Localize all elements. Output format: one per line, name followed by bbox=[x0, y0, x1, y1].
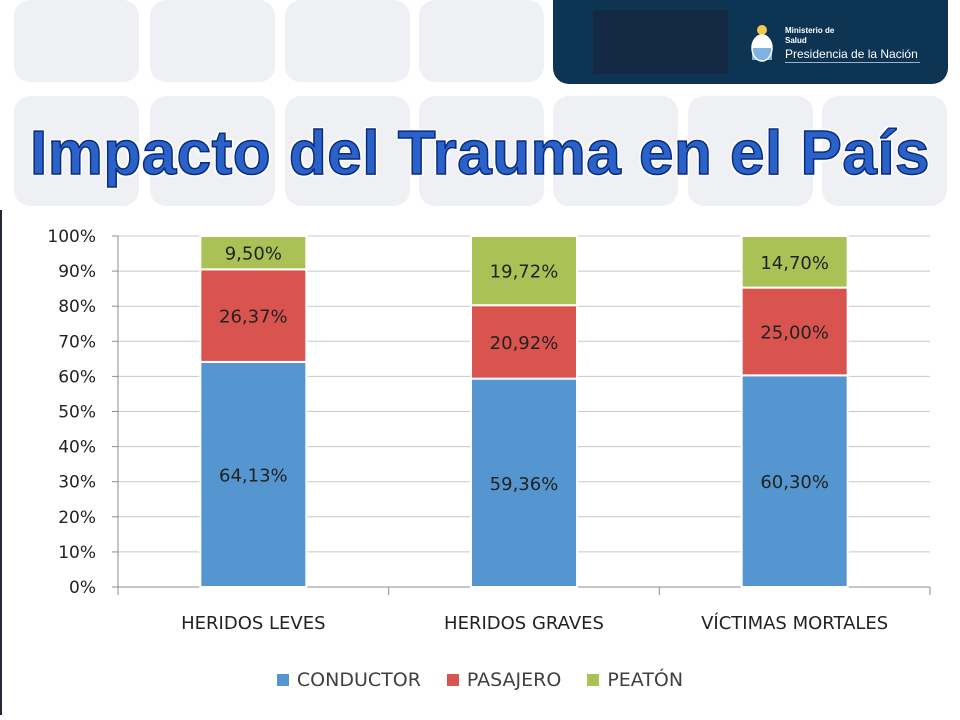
y-tick-label: 30% bbox=[58, 473, 96, 493]
data-label-conductor: 59,36% bbox=[490, 474, 559, 495]
legend-item-pasajero: PASAJERO bbox=[446, 669, 562, 691]
legend-item-conductor: CONDUCTOR bbox=[276, 669, 421, 691]
y-tick-label: 90% bbox=[58, 262, 96, 282]
y-tick-label: 50% bbox=[58, 403, 96, 423]
x-category-label: HERIDOS GRAVES bbox=[444, 613, 604, 634]
legend-item-peaton: PEATÓN bbox=[587, 669, 683, 691]
legend-label-peaton: PEATÓN bbox=[607, 669, 684, 691]
y-tick-label: 60% bbox=[58, 367, 96, 387]
data-label-conductor: 64,13% bbox=[219, 465, 288, 486]
y-tick-label: 70% bbox=[58, 332, 96, 352]
background-tile bbox=[14, 0, 139, 82]
y-tick-label: 80% bbox=[58, 297, 96, 317]
bar-segment-conductor bbox=[470, 377, 578, 588]
x-category-label: VÍCTIMAS MORTALES bbox=[701, 612, 888, 634]
bar-segment-conductor bbox=[199, 360, 308, 588]
x-category-label: HERIDOS LEVES bbox=[181, 613, 325, 634]
ministry-header: Ministerio de Salud Presidencia de la Na… bbox=[553, 0, 948, 84]
data-label-pasajero: 20,92% bbox=[490, 333, 559, 354]
chart-legend: CONDUCTOR PASAJERO PEATÓN bbox=[0, 665, 960, 695]
bar-segment-pasajero bbox=[470, 304, 578, 380]
bar-segment-peaton bbox=[199, 235, 308, 271]
y-tick-label: 40% bbox=[58, 438, 96, 458]
ministry-line1: Ministerio de bbox=[785, 26, 835, 35]
y-tick-label: 0% bbox=[69, 578, 96, 598]
legend-swatch-peaton bbox=[587, 674, 600, 686]
legend-swatch-pasajero bbox=[446, 674, 459, 686]
y-tick-label: 20% bbox=[58, 508, 96, 528]
background-tile bbox=[822, 96, 947, 206]
background-tile bbox=[150, 0, 275, 82]
background-tile bbox=[14, 96, 139, 206]
y-tick-label: 10% bbox=[58, 543, 96, 563]
background-tile bbox=[285, 0, 410, 82]
background-tile bbox=[553, 96, 678, 206]
background-tile bbox=[419, 96, 544, 206]
y-tick-label: 100% bbox=[47, 227, 96, 247]
data-label-peaton: 19,72% bbox=[490, 262, 559, 283]
bar-segment-conductor bbox=[740, 374, 849, 588]
bar-segment-peaton bbox=[470, 235, 578, 307]
page-title: Impacto del Trauma en el País bbox=[29, 118, 931, 189]
legend-label-pasajero: PASAJERO bbox=[466, 669, 562, 691]
national-seal-icon bbox=[751, 25, 773, 62]
data-label-pasajero: 26,37% bbox=[219, 307, 288, 328]
ministry-line2: Salud bbox=[785, 36, 807, 45]
background-tile bbox=[150, 96, 275, 206]
data-label-peaton: 9,50% bbox=[225, 244, 282, 265]
bar-segment-pasajero bbox=[740, 286, 849, 377]
bar-segment-pasajero bbox=[199, 268, 308, 363]
background-tile bbox=[285, 96, 410, 206]
ministry-line3: Presidencia de la Nación bbox=[785, 47, 920, 63]
legend-label-conductor: CONDUCTOR bbox=[296, 669, 421, 691]
background-tile bbox=[688, 96, 813, 206]
background-tile bbox=[419, 0, 544, 82]
ministry-logo-text: Ministerio de Salud Presidencia de la Na… bbox=[785, 26, 920, 63]
header-dark-block bbox=[593, 10, 728, 74]
data-label-conductor: 60,30% bbox=[760, 472, 829, 493]
bar-segment-peaton bbox=[740, 235, 849, 289]
data-label-pasajero: 25,00% bbox=[760, 322, 829, 343]
legend-swatch-conductor bbox=[276, 674, 289, 686]
data-label-peaton: 14,70% bbox=[760, 253, 829, 274]
chart-border bbox=[0, 210, 2, 715]
